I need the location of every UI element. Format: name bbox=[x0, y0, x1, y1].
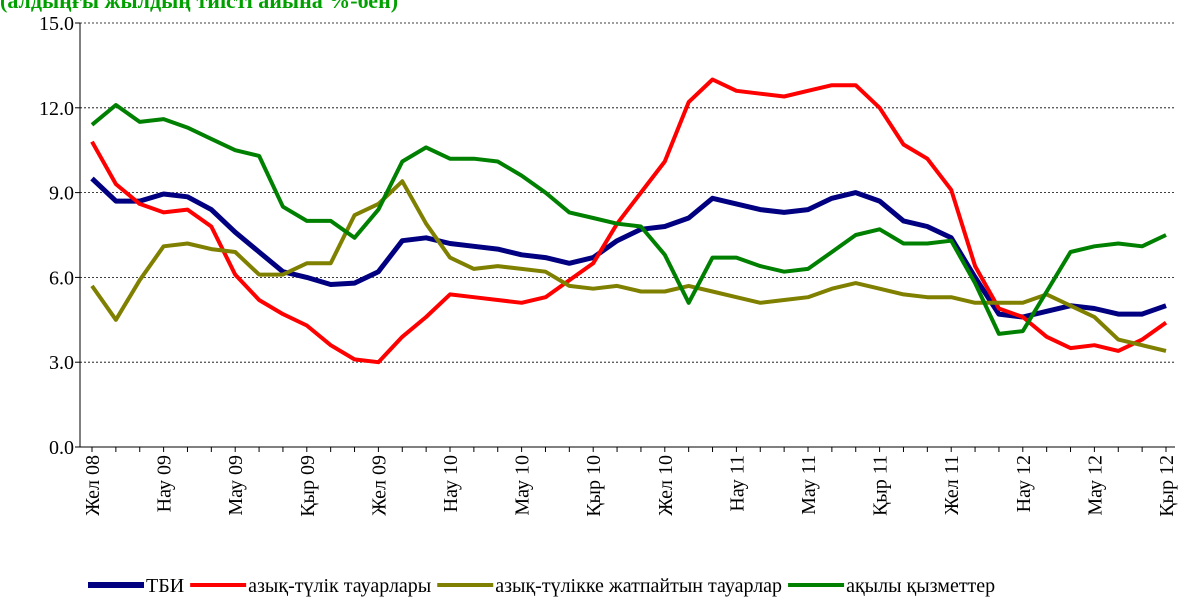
x-tick-label: Қыр 12 bbox=[1156, 455, 1178, 517]
y-tick-label: 3.0 bbox=[49, 352, 74, 374]
x-tick-label: Нау 12 bbox=[1013, 455, 1035, 512]
x-tick-label: Мау 12 bbox=[1084, 455, 1106, 516]
legend-label: ТБИ bbox=[146, 575, 184, 597]
x-tick-label: Мау 09 bbox=[225, 455, 247, 516]
y-tick-label: 12.0 bbox=[39, 98, 74, 120]
series-line bbox=[90, 103, 1167, 336]
x-tick-label: Жел 08 bbox=[82, 455, 104, 516]
chart-title: (алдыңғы жылдың тиісті айына %-бен) bbox=[0, 0, 398, 13]
series-line bbox=[90, 176, 1167, 320]
x-tick-label: Нау 09 bbox=[154, 455, 176, 512]
legend-label: азық-түлік тауарлары bbox=[248, 575, 431, 597]
x-tick-label: Қыр 09 bbox=[297, 455, 319, 517]
y-tick-label: 9.0 bbox=[49, 183, 74, 205]
legend-label: азық-түлікке жатпайтын тауарлар bbox=[495, 575, 782, 597]
y-tick-label: 0.0 bbox=[49, 437, 74, 459]
x-tick-label: Мау 10 bbox=[512, 455, 534, 516]
x-tick-label: Қыр 10 bbox=[583, 455, 605, 517]
y-tick-label: 6.0 bbox=[49, 267, 74, 289]
legend-label: ақылы қызметтер bbox=[846, 575, 995, 597]
series-line bbox=[90, 77, 1168, 365]
x-tick-label: Нау 11 bbox=[726, 455, 748, 512]
x-tick-label: Жел 09 bbox=[368, 455, 390, 516]
y-tick-label: 15.0 bbox=[39, 13, 74, 35]
x-tick-label: Мау 11 bbox=[798, 455, 820, 515]
x-tick-label: Қыр 11 bbox=[870, 455, 892, 516]
x-tick-label: Нау 10 bbox=[440, 455, 462, 512]
x-tick-label: Жел 11 bbox=[941, 455, 963, 515]
series-line bbox=[90, 179, 1167, 353]
x-tick-label: Жел 10 bbox=[655, 455, 677, 516]
